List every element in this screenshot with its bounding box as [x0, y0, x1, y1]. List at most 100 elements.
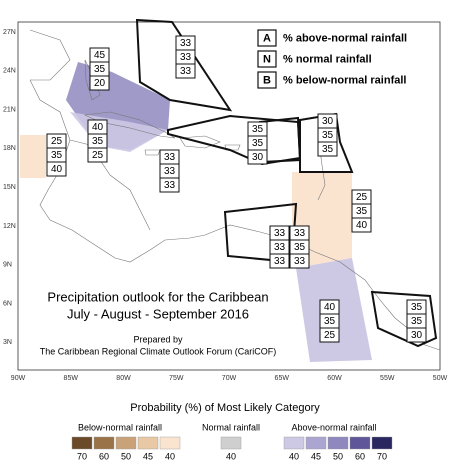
box-value: 35 — [252, 138, 264, 149]
box-value: 25 — [324, 330, 336, 341]
box-value: 30 — [411, 330, 423, 341]
box-value: 40 — [51, 164, 63, 175]
key-letter: A — [263, 32, 271, 44]
box-value: 33 — [294, 228, 306, 239]
key-text: % above-normal rainfall — [283, 32, 407, 44]
box-value: 20 — [94, 78, 106, 89]
box-value: 35 — [322, 130, 334, 141]
box-value: 33 — [164, 152, 176, 163]
box-cell — [247, 149, 268, 165]
legend-group-label: Above-normal rainfall — [291, 422, 376, 432]
box-cell — [89, 75, 110, 91]
box-value: 30 — [322, 116, 334, 127]
legend-value: 40 — [226, 451, 236, 461]
box-cell — [159, 177, 180, 193]
box-cell — [351, 217, 372, 233]
legend-swatch — [159, 436, 181, 450]
box-value: 33 — [164, 166, 176, 177]
legend-value: 70 — [377, 451, 387, 461]
lon-label: 90W — [11, 375, 26, 382]
legend-value: 50 — [121, 451, 131, 461]
box-cell — [317, 141, 338, 157]
legend-swatch — [371, 436, 393, 450]
legend-swatch — [137, 436, 159, 450]
box-cell — [269, 253, 290, 269]
box-value: 35 — [356, 206, 368, 217]
lon-label: 80W — [116, 375, 131, 382]
lon-label: 50W — [433, 375, 448, 382]
lat-label: 24N — [3, 68, 16, 75]
box-value: 40 — [92, 122, 104, 133]
legend-value: 45 — [143, 451, 153, 461]
box-cell — [406, 327, 427, 343]
legend-swatch — [71, 436, 93, 450]
prepared-by: Prepared by — [133, 334, 183, 344]
legend-value: 45 — [311, 451, 321, 461]
box-value: 35 — [252, 124, 264, 135]
box-value: 35 — [94, 64, 106, 75]
key-letter-box — [257, 50, 277, 68]
legend-swatch — [327, 436, 349, 450]
legend-swatch — [220, 436, 242, 450]
box-value: 35 — [411, 302, 423, 313]
box-value: 33 — [164, 180, 176, 191]
box-cell — [46, 161, 67, 177]
legend-swatch — [349, 436, 371, 450]
title-line2: July - August - September 2016 — [67, 306, 249, 321]
lat-label: 6N — [3, 300, 12, 307]
title-line1: Precipitation outlook for the Caribbean — [47, 289, 268, 304]
box-value: 35 — [51, 150, 63, 161]
box-value: 33 — [294, 256, 306, 267]
box-cell — [289, 253, 310, 269]
box-value: 33 — [274, 242, 286, 253]
lat-label: 18N — [3, 145, 16, 152]
legend-value: 40 — [289, 451, 299, 461]
box-value: 25 — [51, 136, 63, 147]
legend-swatch — [283, 436, 305, 450]
lat-label: 21N — [3, 106, 16, 113]
legend-swatch — [305, 436, 327, 450]
legend-value: 60 — [355, 451, 365, 461]
key-letter-box — [257, 29, 277, 47]
key-letter: B — [263, 74, 271, 86]
legend-group-label: Normal rainfall — [202, 422, 260, 432]
box-cell — [319, 327, 340, 343]
key-text: % normal rainfall — [283, 53, 372, 65]
lon-label: 60W — [327, 375, 342, 382]
box-value: 30 — [252, 152, 264, 163]
box-value: 33 — [180, 38, 192, 49]
box-value: 33 — [274, 256, 286, 267]
key-text: % below-normal rainfall — [283, 74, 406, 86]
key: A % above-normal rainfall N % normal rainfa… — [257, 29, 407, 89]
legend-title: Probability (%) of Most Likely Category — [130, 402, 320, 414]
box-value: 35 — [324, 316, 336, 327]
lon-label: 70W — [222, 375, 237, 382]
legend-swatch — [115, 436, 137, 450]
lat-label: 15N — [3, 184, 16, 191]
lat-label: 9N — [3, 262, 12, 269]
lon-label: 85W — [64, 375, 79, 382]
lat-label: 27N — [3, 29, 16, 36]
box-value: 33 — [274, 228, 286, 239]
box-cell — [87, 147, 108, 163]
box-value: 25 — [356, 192, 368, 203]
box-value: 33 — [180, 66, 192, 77]
box-value: 40 — [324, 302, 336, 313]
box-value: 40 — [356, 220, 368, 231]
box-value: 45 — [94, 50, 106, 61]
box-cell — [175, 63, 196, 79]
key-letter: N — [263, 53, 271, 65]
lon-label: 75W — [169, 375, 184, 382]
box-value: 33 — [180, 52, 192, 63]
box-value: 35 — [411, 316, 423, 327]
lat-label: 12N — [3, 223, 16, 230]
legend-value: 40 — [165, 451, 175, 461]
lon-label: 55W — [380, 375, 395, 382]
lon-label: 65W — [275, 375, 290, 382]
box-value: 25 — [92, 150, 104, 161]
legend-value: 70 — [77, 451, 87, 461]
forum: The Caribbean Regional Climate Outlook F… — [40, 346, 277, 356]
legend-group-label: Below-normal rainfall — [78, 422, 162, 432]
lat-label: 3N — [3, 339, 12, 346]
